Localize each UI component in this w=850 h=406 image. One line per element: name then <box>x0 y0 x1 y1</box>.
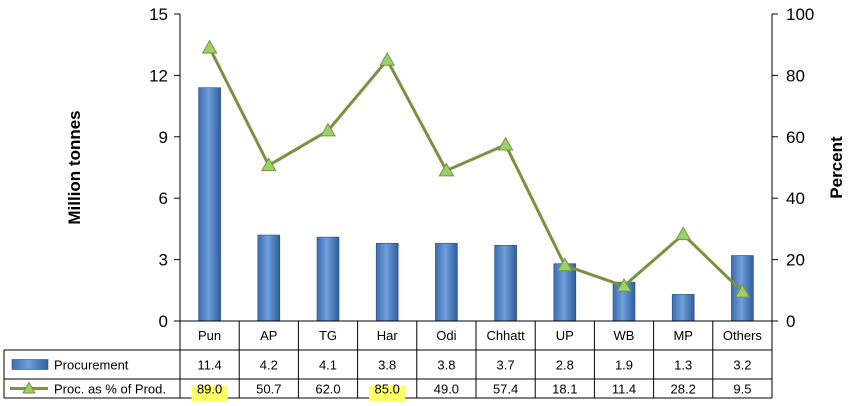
procurement-bar <box>435 242 458 322</box>
proc-percent-marker <box>497 136 514 151</box>
category-label: UP <box>556 328 574 343</box>
legend-label: Proc. as % of Prod. <box>54 382 166 397</box>
table-cell-value: 85.0 <box>375 382 400 397</box>
proc-percent-line <box>208 47 744 293</box>
table-cell-value: 18.1 <box>552 382 577 397</box>
procurement-bar <box>198 87 221 322</box>
category-label: Har <box>377 328 399 343</box>
procurement-bar <box>257 234 281 322</box>
procurement-bar <box>671 294 695 322</box>
proc-percent-marker <box>379 52 396 66</box>
highlight-cell <box>191 386 228 402</box>
procurement-bar <box>375 242 399 322</box>
y-left-tick-label: 15 <box>149 5 168 24</box>
y-right-axis-title: Percent <box>827 136 846 199</box>
y-left-tick-label: 3 <box>159 251 168 270</box>
y-right-tick-label: 20 <box>786 251 805 270</box>
proc-percent-marker <box>616 277 632 292</box>
category-label: Chhatt <box>486 328 525 343</box>
proc-percent-marker <box>201 39 218 54</box>
y-right-tick-label: 40 <box>786 189 805 208</box>
y-left-tick-label: 0 <box>159 312 168 331</box>
y-left-axis-title: Million tonnes <box>65 110 84 224</box>
table-cell-value: 11.4 <box>197 358 221 373</box>
table-cell-value: 62.0 <box>315 382 340 397</box>
proc-percent-marker <box>734 283 751 298</box>
proc-percent-marker <box>675 226 692 241</box>
y-right-tick-label: 0 <box>786 312 795 331</box>
y-left-tick-label: 9 <box>159 128 168 147</box>
table-cell-value: 1.3 <box>674 358 692 373</box>
table-cell-value: 3.2 <box>733 358 751 373</box>
table-cell-value: 3.7 <box>497 358 515 373</box>
category-label: Odi <box>436 328 456 343</box>
table-cell-value: 9.5 <box>733 382 751 397</box>
highlight-cell <box>369 386 406 402</box>
category-label: WB <box>614 328 635 343</box>
table-cell-value: 3.8 <box>378 358 396 373</box>
y-right-tick-label: 100 <box>786 5 814 24</box>
table-cell-value: 50.7 <box>256 382 281 397</box>
y-left-tick-label: 6 <box>159 189 168 208</box>
proc-percent-marker <box>556 257 573 272</box>
category-label: TG <box>319 328 337 343</box>
table-cell-value: 4.2 <box>260 358 278 373</box>
legend-swatch-procurement <box>11 359 49 370</box>
procurement-bar <box>316 236 340 322</box>
proc-percent-marker <box>260 157 277 172</box>
table-cell-value: 4.1 <box>319 358 337 373</box>
legend-swatch-marker <box>22 381 36 394</box>
category-label: Others <box>723 328 763 343</box>
proc-percent-marker <box>320 122 336 137</box>
table-cell-value: 28.2 <box>671 382 696 397</box>
table-cell-value: 89.0 <box>197 382 222 397</box>
procurement-bar <box>553 263 577 322</box>
category-label: AP <box>260 328 277 343</box>
table-cell-value: 2.8 <box>556 358 574 373</box>
y-right-tick-label: 60 <box>786 128 805 147</box>
table-cell-value: 49.0 <box>434 382 459 397</box>
category-label: Pun <box>198 328 221 343</box>
table-cell-value: 1.9 <box>615 358 633 373</box>
procurement-bar <box>494 244 517 322</box>
legend-label: Procurement <box>54 358 129 373</box>
proc-percent-marker <box>438 162 455 177</box>
y-left-tick-label: 12 <box>149 66 168 85</box>
table-cell-value: 57.4 <box>493 382 518 397</box>
y-right-tick-label: 80 <box>786 66 805 85</box>
category-label: MP <box>673 328 693 343</box>
table-cell-value: 11.4 <box>612 382 636 397</box>
table-cell-value: 3.8 <box>437 358 455 373</box>
